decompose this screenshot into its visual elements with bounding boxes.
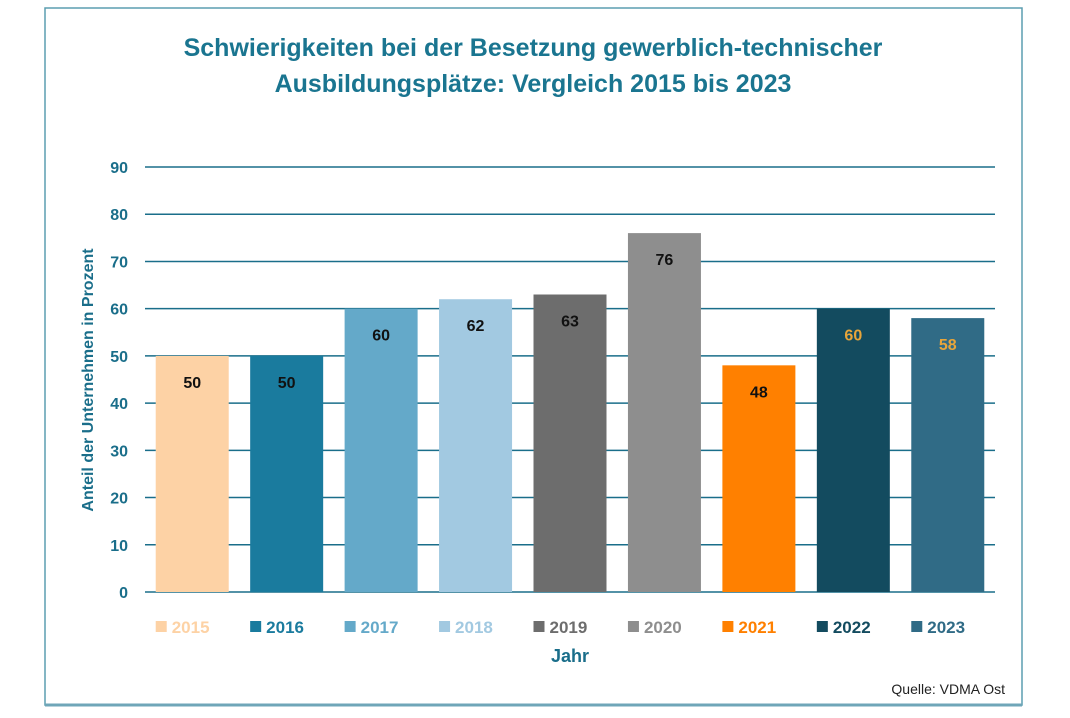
- y-tick-label: 0: [119, 585, 128, 602]
- y-tick-label: 90: [110, 160, 128, 177]
- legend: 2015 2016 2017 2018 2019 2020 2021 2022 2023: [155, 618, 965, 637]
- legend-label-2016: 2016: [266, 618, 304, 637]
- data-labels: 50 50 60 62 63 76 48 60 58: [183, 252, 956, 401]
- legend-swatch-2016: [250, 621, 262, 632]
- bar-2015: [155, 355, 229, 592]
- legend-swatch-2022: [816, 621, 828, 632]
- chart-title-line-1: Schwierigkeiten bei der Besetzung gewerb…: [184, 34, 883, 62]
- legend-label-2017: 2017: [361, 618, 399, 637]
- legend-label-2019: 2019: [550, 618, 588, 637]
- y-tick-label: 60: [110, 302, 128, 319]
- legend-swatch-2020: [627, 621, 639, 632]
- bar-2023: [911, 318, 985, 592]
- y-tick-label: 30: [110, 443, 128, 460]
- legend-label-2018: 2018: [455, 618, 493, 637]
- bar-2019: [533, 294, 607, 592]
- legend-label-2023: 2023: [927, 618, 965, 637]
- legend-label-2021: 2021: [738, 618, 776, 637]
- legend-swatch-2021: [722, 621, 734, 632]
- y-tick-label: 10: [110, 538, 128, 555]
- data-label-2018: 62: [467, 318, 485, 335]
- legend-swatch-2017: [344, 621, 356, 632]
- data-label-2020: 76: [656, 252, 674, 269]
- data-label-2016: 50: [278, 375, 296, 392]
- legend-swatch-2023: [911, 621, 923, 632]
- legend-label-2020: 2020: [644, 618, 682, 637]
- bar-2017: [344, 308, 418, 592]
- data-label-2017: 60: [372, 328, 390, 345]
- legend-swatch-2018: [439, 621, 451, 632]
- data-label-2021: 48: [750, 384, 768, 401]
- y-tick-label: 40: [110, 396, 128, 413]
- y-tick-label: 50: [110, 349, 128, 366]
- data-label-2015: 50: [183, 375, 201, 392]
- legend-label-2022: 2022: [833, 618, 871, 637]
- data-label-2019: 63: [561, 314, 579, 331]
- bar-2016: [250, 355, 324, 592]
- bar-2022: [816, 308, 890, 592]
- bars: [155, 233, 985, 592]
- bar-2021: [722, 365, 796, 592]
- x-axis-label: Jahr: [551, 646, 589, 666]
- bar-2018: [439, 299, 513, 592]
- chart-title-line-2: Ausbildungsplätze: Vergleich 2015 bis 20…: [275, 70, 792, 98]
- legend-label-2015: 2015: [172, 618, 210, 637]
- y-tick-label: 70: [110, 254, 128, 271]
- y-axis-label: Anteil der Unternehmen in Prozent: [80, 248, 97, 512]
- y-tick-label: 20: [110, 491, 128, 508]
- data-label-2022: 60: [844, 328, 862, 345]
- legend-swatch-2015: [155, 621, 167, 632]
- y-tick-label: 80: [110, 207, 128, 224]
- source-note: Quelle: VDMA Ost: [891, 681, 1005, 697]
- bar-2020: [627, 233, 701, 592]
- data-label-2023: 58: [939, 337, 957, 354]
- legend-swatch-2019: [533, 621, 545, 632]
- y-tick-labels: 0 10 20 30 40 50 60 70 80 90: [110, 160, 128, 602]
